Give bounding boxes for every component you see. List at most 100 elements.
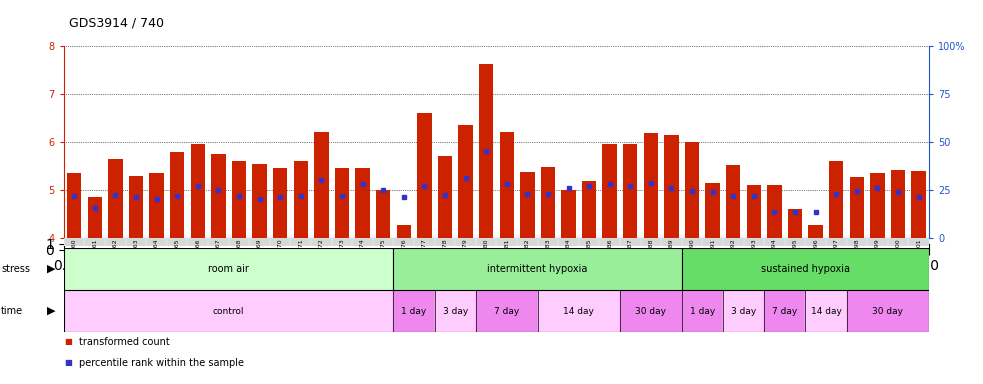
- Bar: [355, 169, 370, 238]
- Text: 14 day: 14 day: [811, 306, 841, 316]
- Text: intermittent hypoxia: intermittent hypoxia: [488, 264, 588, 274]
- Bar: [682, 290, 723, 332]
- Text: GSM215669: GSM215669: [258, 239, 262, 276]
- Text: control: control: [213, 306, 245, 316]
- Text: GSM215692: GSM215692: [730, 239, 735, 276]
- Bar: [458, 125, 473, 238]
- Text: 3 day: 3 day: [442, 306, 468, 316]
- Text: GSM215681: GSM215681: [504, 239, 509, 276]
- Text: ▶: ▶: [47, 306, 56, 316]
- Bar: [129, 176, 144, 238]
- Text: GSM215695: GSM215695: [792, 239, 797, 276]
- Text: GSM215700: GSM215700: [896, 239, 900, 276]
- Bar: [644, 134, 658, 238]
- Bar: [476, 290, 538, 332]
- Text: GSM215661: GSM215661: [92, 239, 97, 276]
- Text: percentile rank within the sample: percentile rank within the sample: [79, 358, 244, 368]
- Bar: [434, 290, 476, 332]
- Text: GDS3914 / 740: GDS3914 / 740: [69, 17, 164, 30]
- Bar: [726, 165, 740, 238]
- Text: sustained hypoxia: sustained hypoxia: [761, 264, 850, 274]
- Bar: [911, 171, 926, 238]
- Text: 3 day: 3 day: [731, 306, 756, 316]
- Bar: [211, 154, 225, 238]
- Bar: [499, 132, 514, 238]
- Bar: [417, 113, 432, 238]
- Text: GSM215690: GSM215690: [690, 239, 695, 276]
- Text: GSM215683: GSM215683: [546, 239, 550, 276]
- Bar: [541, 167, 555, 238]
- Text: GSM215677: GSM215677: [422, 239, 427, 276]
- Bar: [682, 248, 929, 290]
- Text: GSM215668: GSM215668: [237, 239, 242, 276]
- Bar: [437, 157, 452, 238]
- Bar: [561, 190, 576, 238]
- Text: GSM215674: GSM215674: [360, 239, 365, 276]
- Text: GSM215670: GSM215670: [277, 239, 283, 276]
- Text: GSM215666: GSM215666: [196, 239, 201, 276]
- Bar: [787, 209, 802, 238]
- Bar: [64, 248, 393, 290]
- Bar: [829, 161, 843, 238]
- Text: GSM215680: GSM215680: [484, 239, 489, 276]
- Text: ▶: ▶: [47, 264, 56, 274]
- Bar: [315, 131, 328, 238]
- Bar: [376, 190, 390, 238]
- Bar: [520, 172, 535, 238]
- Bar: [685, 142, 699, 238]
- Bar: [393, 290, 434, 332]
- Bar: [108, 159, 123, 238]
- Bar: [808, 225, 823, 238]
- Text: GSM215696: GSM215696: [813, 239, 818, 276]
- Bar: [603, 144, 617, 238]
- Text: GSM215701: GSM215701: [916, 239, 921, 276]
- Text: 30 day: 30 day: [872, 306, 903, 316]
- Text: GSM215678: GSM215678: [442, 239, 447, 276]
- Bar: [870, 173, 885, 238]
- Text: GSM215664: GSM215664: [154, 239, 159, 276]
- Text: GSM215671: GSM215671: [298, 239, 303, 276]
- Bar: [232, 161, 246, 238]
- Text: transformed count: transformed count: [79, 337, 169, 347]
- Text: GSM215660: GSM215660: [72, 239, 77, 276]
- Bar: [623, 144, 638, 238]
- Text: GSM215688: GSM215688: [649, 239, 654, 276]
- Bar: [396, 225, 411, 238]
- Text: GSM215699: GSM215699: [875, 239, 880, 276]
- Text: 30 day: 30 day: [635, 306, 666, 316]
- Bar: [67, 173, 82, 238]
- Text: ■: ■: [64, 337, 72, 346]
- Bar: [87, 197, 102, 238]
- Text: 14 day: 14 day: [563, 306, 595, 316]
- Text: GSM215684: GSM215684: [566, 239, 571, 276]
- Text: GSM215662: GSM215662: [113, 239, 118, 276]
- Text: 1 day: 1 day: [690, 306, 715, 316]
- Text: GSM215691: GSM215691: [710, 239, 716, 276]
- Bar: [149, 173, 164, 238]
- Text: time: time: [1, 306, 24, 316]
- Bar: [64, 290, 393, 332]
- Bar: [747, 185, 761, 238]
- Bar: [723, 290, 764, 332]
- Bar: [706, 183, 720, 238]
- Bar: [620, 290, 682, 332]
- Text: GSM215694: GSM215694: [772, 239, 777, 276]
- Text: GSM215697: GSM215697: [834, 239, 838, 276]
- Bar: [538, 290, 620, 332]
- Text: GSM215675: GSM215675: [380, 239, 385, 276]
- Text: room air: room air: [208, 264, 249, 274]
- Bar: [479, 64, 493, 238]
- Text: GSM215685: GSM215685: [587, 239, 592, 276]
- Text: GSM215672: GSM215672: [318, 239, 323, 276]
- Text: GSM215665: GSM215665: [175, 239, 180, 276]
- Text: 7 day: 7 day: [772, 306, 797, 316]
- Text: 7 day: 7 day: [494, 306, 519, 316]
- Bar: [170, 152, 185, 238]
- Text: GSM215667: GSM215667: [216, 239, 221, 276]
- Bar: [393, 248, 682, 290]
- Text: stress: stress: [1, 264, 30, 274]
- Text: GSM215676: GSM215676: [401, 239, 406, 276]
- Bar: [665, 135, 678, 238]
- Bar: [191, 144, 205, 238]
- Bar: [294, 161, 308, 238]
